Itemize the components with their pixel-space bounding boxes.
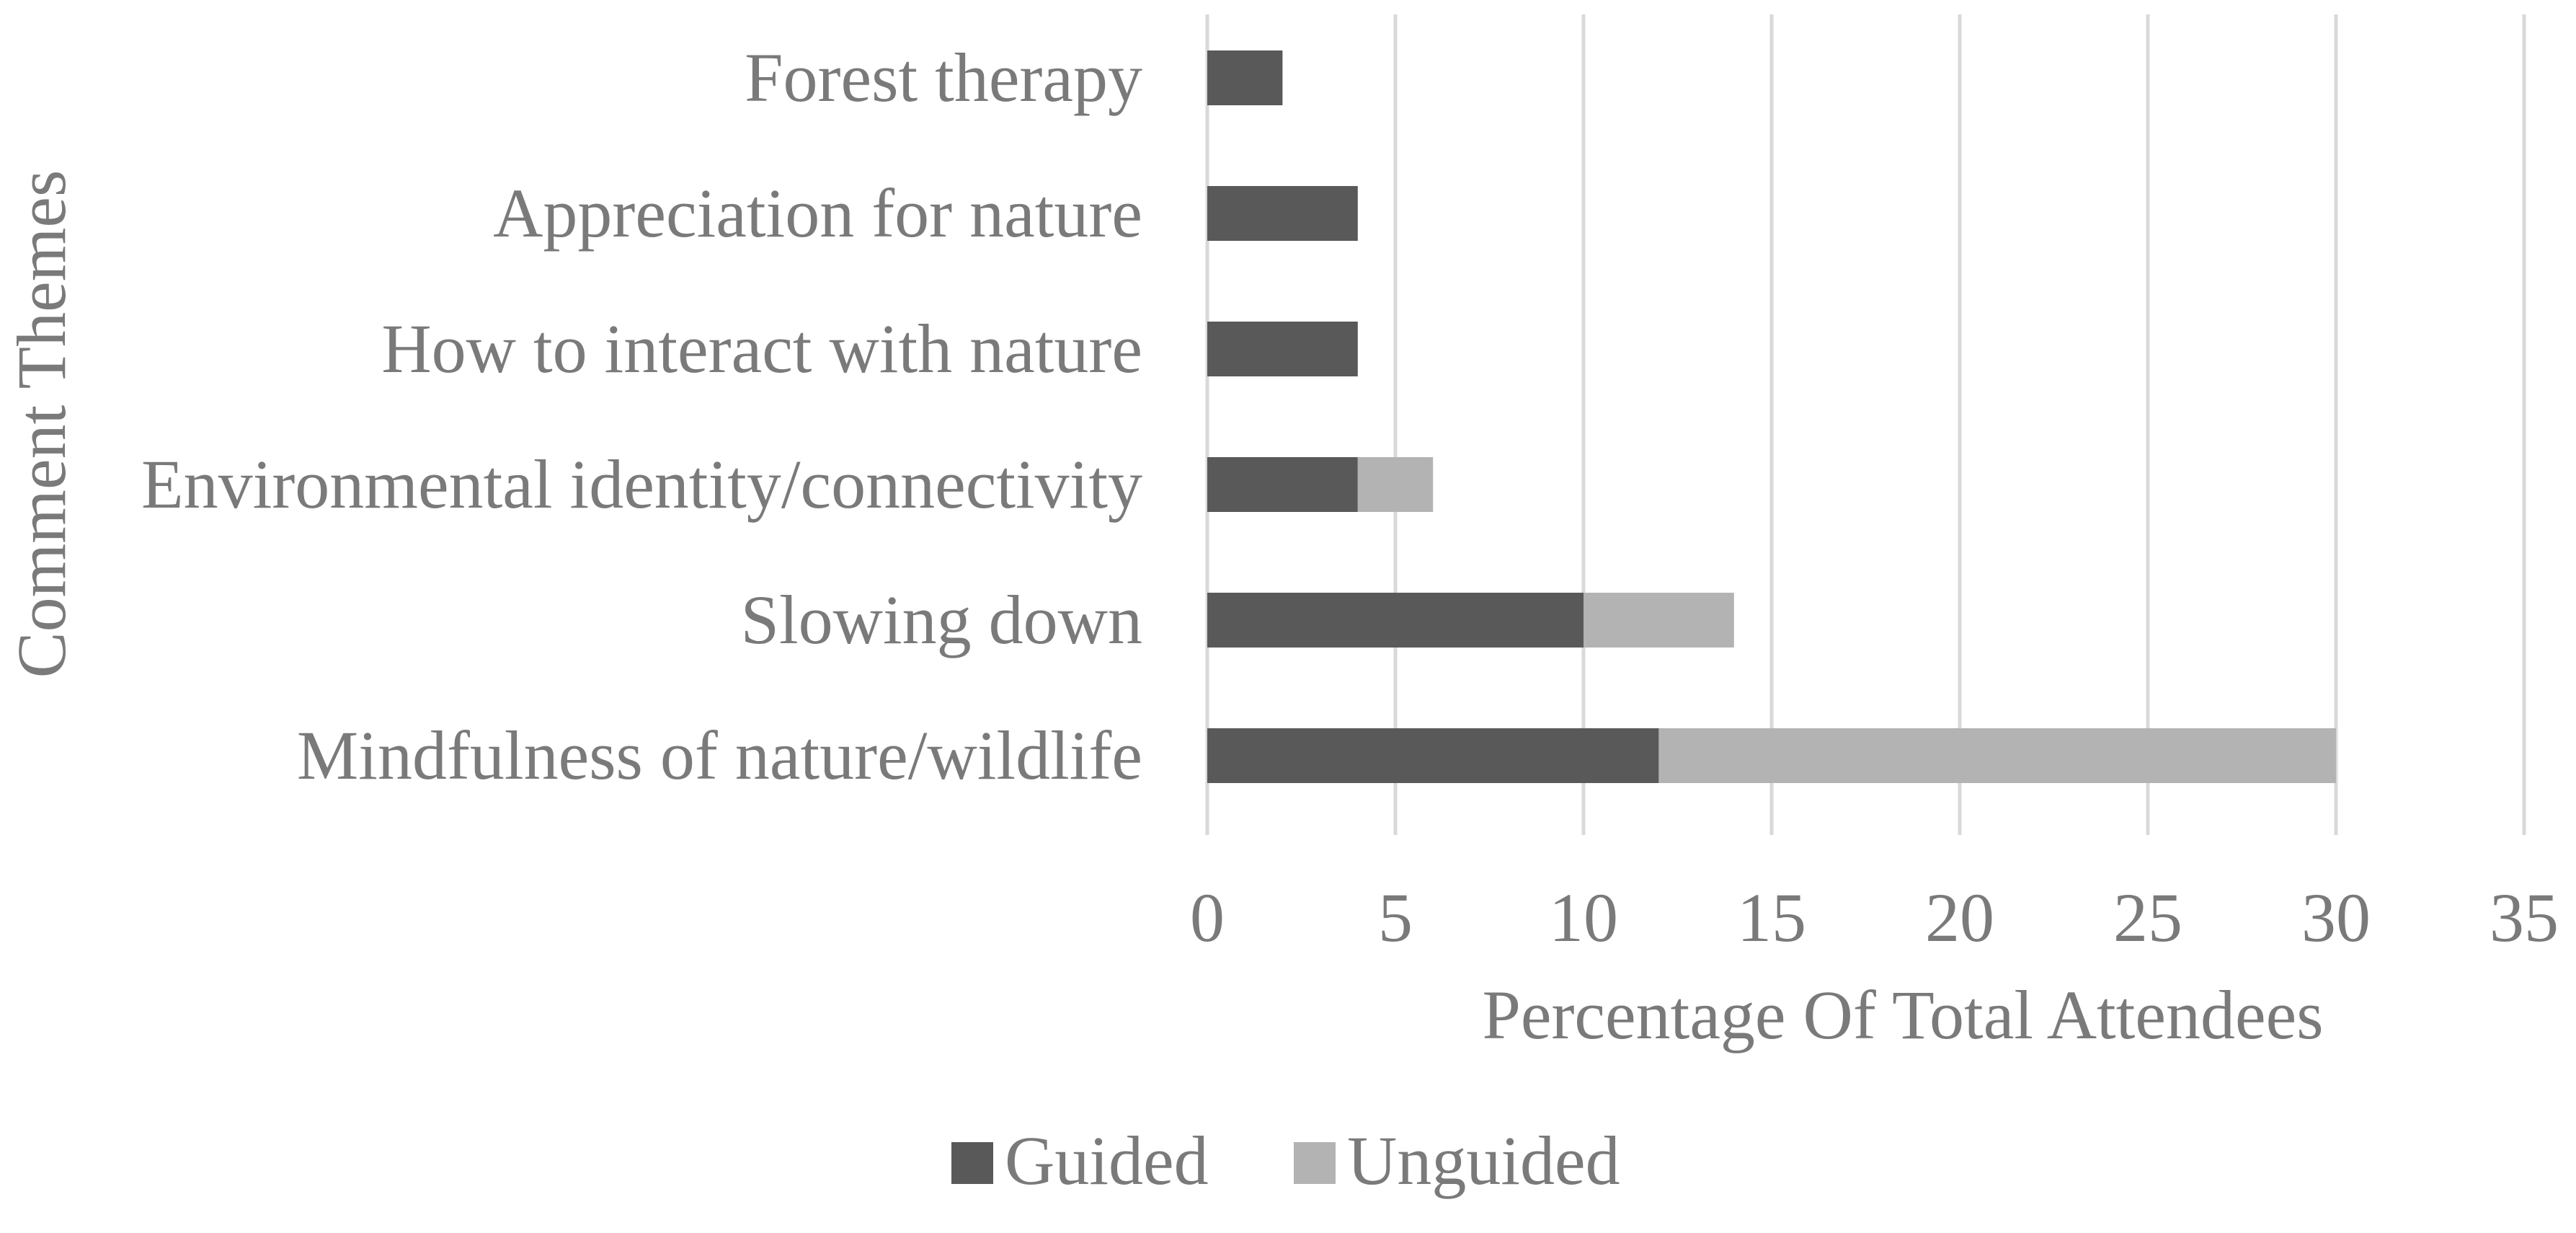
x-axis-title: Percentage Of Total Attendees [1482, 976, 2323, 1053]
bar-guided-5 [1207, 728, 1659, 783]
category-label-4: Slowing down [741, 581, 1142, 658]
bar-guided-1 [1207, 186, 1358, 241]
bar-guided-0 [1207, 50, 1283, 105]
x-tick-labels: 0 5 10 15 20 25 30 35 [1190, 879, 2559, 956]
bar-unguided-5 [1658, 728, 2336, 783]
legend-label-unguided: Unguided [1347, 1122, 1620, 1199]
x-tick-label-3: 15 [1737, 879, 1806, 956]
x-tick-label-1: 5 [1378, 879, 1413, 956]
legend: Guided Unguided [951, 1122, 1620, 1199]
bars [1207, 50, 2336, 783]
legend-swatch-guided [951, 1142, 993, 1184]
x-tick-label-2: 10 [1549, 879, 1618, 956]
x-tick-label-0: 0 [1190, 879, 1225, 956]
legend-swatch-unguided [1294, 1142, 1336, 1184]
bar-guided-3 [1207, 457, 1358, 512]
bar-guided-2 [1207, 322, 1358, 376]
category-label-5: Mindfulness of nature/wildlife [297, 717, 1142, 794]
y-axis-title: Comment Themes [3, 170, 80, 679]
legend-label-guided: Guided [1005, 1122, 1209, 1199]
x-tick-label-5: 25 [2113, 879, 2182, 956]
bar-unguided-3 [1357, 457, 1434, 512]
category-label-3: Environmental identity/connectivity [141, 446, 1142, 523]
category-label-1: Appreciation for nature [493, 174, 1142, 252]
x-tick-label-6: 30 [2301, 879, 2371, 956]
bar-guided-4 [1207, 593, 1584, 648]
x-tick-label-4: 20 [1925, 879, 1994, 956]
bar-unguided-4 [1584, 593, 1734, 648]
category-label-2: How to interact with nature [381, 310, 1142, 387]
x-tick-label-7: 35 [2490, 879, 2559, 956]
gridlines [1205, 14, 2526, 835]
category-label-0: Forest therapy [745, 39, 1142, 116]
category-labels: Forest therapy Appreciation for nature How… [141, 39, 1142, 794]
